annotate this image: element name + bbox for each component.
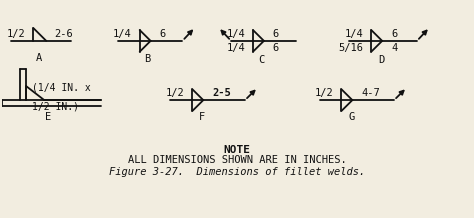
Text: C: C [258,54,264,65]
Text: A: A [36,53,43,63]
Text: 4: 4 [391,43,397,53]
Text: G: G [348,112,355,122]
Text: 2-5: 2-5 [212,88,231,98]
Text: 2-6: 2-6 [54,29,73,39]
Text: NOTE: NOTE [224,145,251,155]
Text: 6: 6 [273,43,279,53]
Text: 1/2: 1/2 [165,88,184,98]
Text: 1/4: 1/4 [345,29,363,39]
Text: 1/2 IN.): 1/2 IN.) [32,101,79,111]
Text: Figure 3-27.  Dimensions of fillet welds.: Figure 3-27. Dimensions of fillet welds. [109,167,365,177]
Text: 6: 6 [160,29,166,39]
Text: 6: 6 [391,29,397,39]
Text: B: B [145,54,151,64]
Text: 1/4: 1/4 [226,43,245,53]
Text: 1/2: 1/2 [7,29,26,39]
Text: 6: 6 [273,29,279,39]
Text: 1/2: 1/2 [315,88,334,98]
Text: 1/4: 1/4 [113,29,132,39]
Text: 4-7: 4-7 [361,88,380,98]
Text: D: D [378,54,384,65]
Text: (1/4 IN. x: (1/4 IN. x [32,82,91,92]
Text: 5/16: 5/16 [338,43,363,53]
Text: E: E [45,112,51,122]
Text: ALL DIMENSIONS SHOWN ARE IN INCHES.: ALL DIMENSIONS SHOWN ARE IN INCHES. [128,155,346,165]
Text: 1/4: 1/4 [226,29,245,39]
Text: F: F [199,112,205,122]
